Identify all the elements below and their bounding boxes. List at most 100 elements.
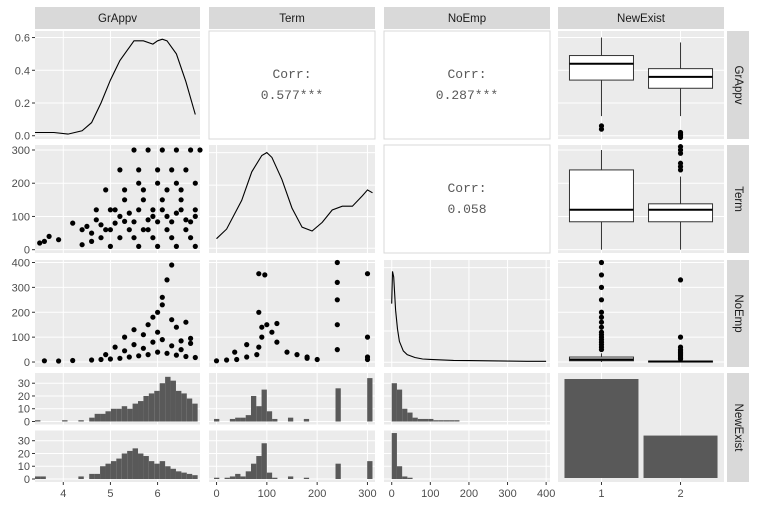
scatter-point (155, 349, 161, 355)
scatter-point (150, 339, 156, 345)
histogram-bar (138, 453, 144, 479)
histogram-bar (35, 420, 41, 422)
scatter-point (169, 235, 175, 241)
histogram-bar (438, 420, 444, 422)
histogram-bar (412, 417, 418, 422)
corr-value: 0.577*** (261, 88, 323, 103)
x-tick-label: 6 (155, 488, 161, 500)
histogram-bar (105, 463, 111, 479)
x-tick-label: 1 (598, 488, 604, 500)
scatter-point (294, 352, 300, 358)
histogram-bar (261, 443, 267, 479)
histogram-bar (224, 477, 230, 479)
scatter-point (155, 167, 161, 173)
scatter-point (188, 335, 194, 341)
scatter-point (364, 334, 371, 340)
y-tick-label: 0 (24, 245, 30, 257)
panel-newexist-grappv (35, 373, 200, 482)
scatter-point (159, 337, 165, 343)
histogram-bar (170, 380, 176, 422)
scatter-point (140, 187, 146, 193)
panel-grappv-noemp (383, 30, 551, 140)
box-outlier (598, 284, 605, 290)
panel-bg (209, 145, 375, 253)
histogram-bar (417, 418, 423, 422)
histogram-bar (100, 466, 106, 479)
scatter-point (140, 345, 146, 351)
scatter-point (178, 187, 184, 193)
box-outlier (598, 309, 605, 315)
histogram-bar (181, 393, 187, 422)
scatter-point (131, 147, 137, 153)
histogram-bar (422, 418, 429, 422)
scatter-point (145, 217, 151, 223)
histogram-bar (407, 412, 413, 422)
x-tick-label: 0 (213, 488, 219, 500)
histogram-bar (127, 408, 133, 422)
y-tick-label: 400 (12, 257, 30, 269)
scatter-point (334, 259, 340, 266)
y-tick-label: 200 (12, 178, 30, 190)
scatter-point (112, 344, 118, 350)
histogram-bar (110, 408, 117, 422)
histogram-bar (235, 473, 241, 479)
strip-right-term (727, 145, 749, 253)
histogram-bar (175, 390, 182, 422)
x-tick-label: 200 (460, 488, 478, 500)
x-tick-label: 400 (537, 488, 555, 500)
scatter-point (192, 354, 198, 361)
histogram-bar (396, 466, 403, 479)
scatter-point (112, 207, 118, 213)
scatter-point (259, 324, 265, 330)
scatter-point (169, 219, 175, 225)
scatter-point (155, 309, 161, 315)
panel-noemp-newexist (558, 259, 724, 367)
scatter-point (155, 243, 161, 249)
scatter-point (41, 238, 48, 244)
histogram-bar (159, 461, 166, 479)
scatter-point (192, 243, 198, 249)
panel-noemp-noemp (384, 260, 550, 367)
histogram-facet-bg (384, 430, 550, 482)
histogram-bar (391, 433, 397, 479)
y-tick-label: 0.6 (15, 33, 30, 45)
y-tick-label: 20 (18, 391, 30, 403)
box-outlier (677, 277, 684, 283)
scatter-point (126, 354, 132, 360)
panel-noemp-term (209, 259, 375, 367)
histogram-bar (261, 389, 267, 422)
histogram-bar (214, 418, 220, 422)
density-line-term (216, 151, 373, 240)
strip-right-label-grappv: GrAppv (732, 66, 744, 105)
scatter-point (107, 227, 113, 233)
histogram-bar (402, 408, 408, 422)
histogram-bar (116, 458, 122, 479)
histogram-bar (175, 471, 182, 479)
scatter-point (169, 262, 175, 268)
histogram-bar (433, 420, 439, 422)
y-tick-label: 100 (12, 332, 30, 344)
panel-bg (35, 31, 200, 139)
histogram-bar (443, 420, 450, 422)
box-outlier (598, 324, 605, 330)
scatter-point (178, 207, 184, 213)
histogram-bar (335, 388, 341, 422)
scatter-point (334, 322, 340, 328)
histogram-bar (192, 403, 198, 422)
scatter-point (112, 220, 118, 226)
y-tick-label: 20 (18, 448, 30, 460)
strip-right-grappv (727, 31, 749, 139)
scatter-point (304, 355, 310, 361)
histogram-bar (256, 406, 262, 422)
histogram-bar (335, 463, 341, 479)
histogram-bar (303, 418, 310, 422)
scatter-point (159, 302, 165, 308)
y-tick-label: 0 (24, 357, 30, 369)
histogram-bar (78, 476, 84, 479)
scatter-point (84, 223, 90, 229)
scatter-point (274, 339, 280, 345)
strip-top-newexist (558, 7, 724, 29)
scatter-point (169, 317, 175, 323)
scatter-point (126, 210, 132, 216)
